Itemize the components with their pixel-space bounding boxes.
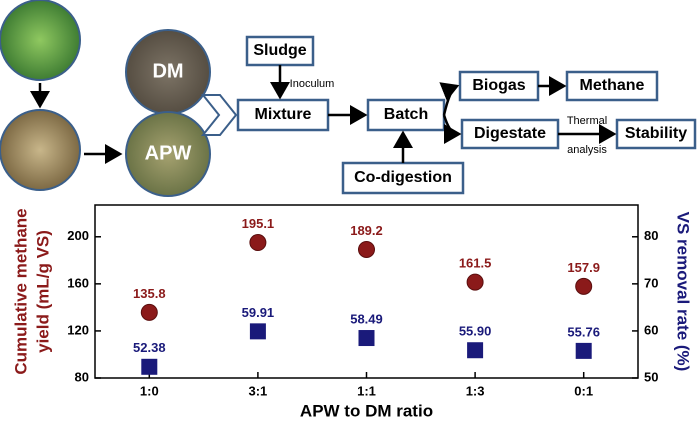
node-box [245, 35, 315, 67]
y-tick-label: 120 [67, 322, 89, 337]
data-label: 59.91 [242, 305, 275, 320]
data-label: 58.49 [350, 311, 383, 326]
node-label: Co-digestion [354, 169, 452, 186]
y-tick-label: 80 [75, 369, 89, 384]
data-label: 52.38 [133, 340, 166, 355]
node-label: Sludge [253, 42, 306, 59]
y2-tick-label: 70 [644, 275, 658, 290]
data-label: 55.76 [567, 324, 600, 339]
y2-tick-label: 80 [644, 228, 658, 243]
photo-dried-leaves [0, 109, 81, 191]
node-box [460, 118, 560, 150]
arrow [442, 114, 462, 144]
photo-aloe [0, 0, 81, 81]
marker-square [358, 330, 375, 347]
node-label: Digestate [474, 125, 546, 142]
node-box [236, 98, 330, 132]
edge-label: Thermal [567, 115, 607, 127]
node-label: Mixture [255, 106, 312, 123]
node-box [565, 70, 659, 102]
marker-square [467, 342, 484, 359]
photo-apw [125, 111, 211, 197]
node-label: Methane [580, 77, 645, 94]
y2-tick-label: 50 [644, 369, 658, 384]
arrow [439, 82, 460, 116]
node-label: Stability [625, 125, 687, 142]
y2-axis-label: VS removal rate (%) [674, 212, 693, 372]
node-label: Batch [384, 106, 428, 123]
chevron [200, 94, 238, 136]
data-label: 55.90 [459, 324, 492, 339]
y-tick-label: 200 [67, 228, 89, 243]
marker-circle [358, 240, 375, 258]
x-tick-label: 1:1 [357, 383, 376, 398]
x-axis-label: APW to DM ratio [300, 401, 433, 420]
data-label: 135.8 [133, 286, 166, 301]
photo-label: APW [145, 142, 192, 164]
marker-circle [575, 277, 593, 295]
marker-square [141, 358, 158, 375]
data-label: 161.5 [459, 256, 492, 271]
y-axis-label: Cumulative methane [11, 208, 30, 374]
x-tick-label: 0:1 [574, 383, 593, 398]
x-tick-label: 1:3 [466, 383, 485, 398]
data-label: 195.1 [242, 216, 275, 231]
marker-circle [466, 273, 484, 291]
data-label: 157.9 [567, 260, 600, 275]
chart: 80 120 160 200 50 60 70 80 Cumulative methane yie… [11, 204, 693, 420]
y-axis-label: yield (mL/g VS) [33, 230, 52, 353]
x-tick-label: 3:1 [249, 383, 268, 398]
photo-label: DM [152, 60, 183, 82]
y2-tick-label: 60 [644, 322, 658, 337]
flow-diagram: DM APW Sludge Mixture Batch Co-digestion… [0, 0, 697, 197]
edge-label: Inoculum [290, 78, 335, 90]
data-label: 189.2 [350, 223, 383, 238]
x-tick-label: 1:0 [140, 383, 159, 398]
marker-square [249, 323, 266, 340]
marker-square [575, 342, 592, 359]
edge-label: analysis [567, 144, 607, 156]
node-label: Biogas [472, 77, 525, 94]
y-tick-label: 160 [67, 275, 89, 290]
marker-circle [140, 303, 158, 321]
node-box [615, 118, 697, 150]
marker-circle [249, 234, 267, 252]
